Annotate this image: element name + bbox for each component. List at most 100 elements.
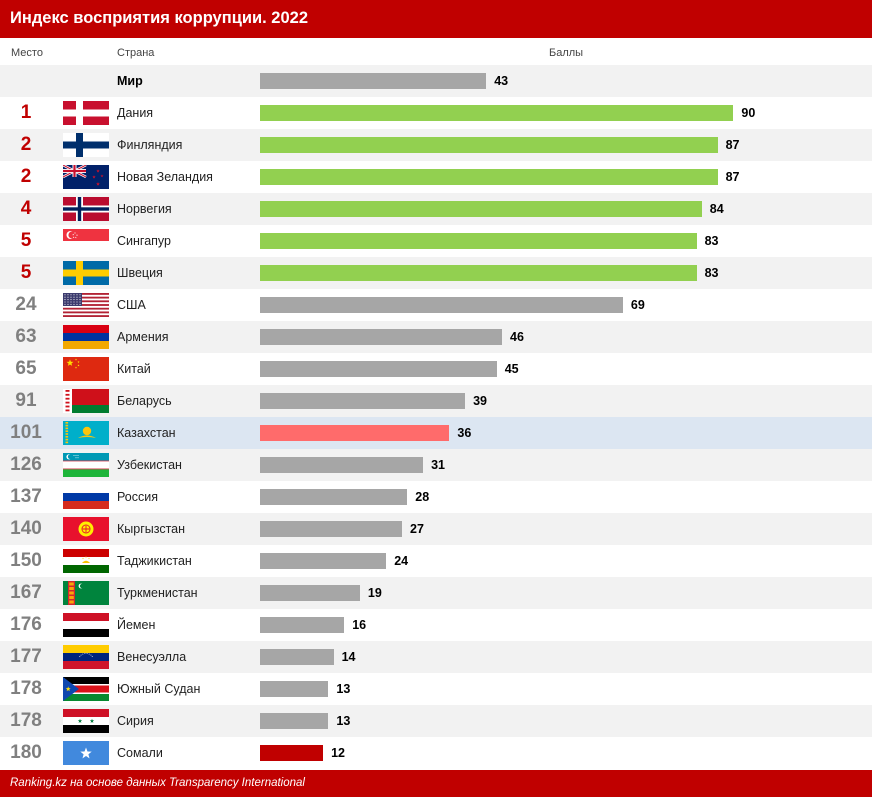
usa-flag [63, 293, 109, 317]
kazakhstan-flag [63, 421, 109, 445]
russia-flag [63, 485, 109, 509]
value-label: 69 [630, 298, 645, 312]
belarus-flag [63, 389, 109, 413]
bar [260, 553, 387, 569]
chart-row: 4 Норвегия 84 [0, 193, 872, 225]
bar [260, 489, 408, 505]
country-label: Финляндия [117, 138, 183, 152]
rank-label: 176 [10, 614, 42, 635]
column-header-country: Страна [117, 47, 155, 59]
rank-label: 178 [10, 710, 42, 731]
rank-label: 1 [20, 102, 32, 123]
bar [260, 297, 623, 313]
value-label: 36 [457, 426, 472, 440]
country-label: Кыргызстан [117, 522, 186, 536]
country-label: Россия [117, 490, 158, 504]
rank-label: 140 [10, 518, 42, 539]
singapore-flag [63, 229, 109, 253]
bar [260, 745, 324, 761]
country-label: Туркменистан [117, 586, 198, 600]
bar [260, 265, 697, 281]
rank-label: 150 [10, 550, 42, 571]
rank-label: 65 [15, 358, 37, 379]
value-label: 43 [494, 74, 509, 88]
value-label: 13 [336, 682, 351, 696]
bar [260, 521, 402, 537]
country-label: Норвегия [117, 202, 172, 216]
chart-row: 101 Казахстан 36 [0, 417, 872, 449]
bar [260, 105, 734, 121]
bar [260, 73, 487, 89]
chart-row: 2 Новая Зеландия 87 [0, 161, 872, 193]
country-label: Йемен [117, 618, 156, 632]
chart-row: 137 Россия 28 [0, 481, 872, 513]
chart-row: 2 Финляндия 87 [0, 129, 872, 161]
rank-label: 137 [10, 486, 42, 507]
yemen-flag [63, 613, 109, 637]
south-sudan-flag [63, 677, 109, 701]
chart-row: 63 Армения 46 [0, 321, 872, 353]
column-header-score: Баллы [549, 47, 584, 59]
country-label: Армения [117, 330, 169, 344]
country-label: Швеция [117, 266, 163, 280]
uzbekistan-flag [63, 453, 109, 477]
chart-row: 5 Сингапур 83 [0, 225, 872, 257]
value-label: 83 [704, 266, 719, 280]
country-label: Сирия [117, 714, 154, 728]
bar [260, 137, 718, 153]
bar [260, 329, 502, 345]
country-label: США [117, 298, 146, 312]
rank-label: 180 [10, 742, 42, 763]
chart-header: Индекс восприятия коррупции. 2022 [0, 0, 872, 38]
bar [260, 233, 697, 249]
turkmenistan-flag [63, 581, 109, 605]
country-label: Южный Судан [117, 682, 201, 696]
value-label: 19 [367, 586, 382, 600]
chart-row: 177 Венесуэлла 14 [0, 641, 872, 673]
bar [260, 201, 702, 217]
country-label: Сомали [117, 746, 163, 760]
rank-label: 24 [15, 294, 37, 315]
value-label: 14 [341, 650, 356, 664]
bar [260, 361, 497, 377]
value-label: 13 [336, 714, 351, 728]
source-note: Ranking.kz на основе данных Transparency… [10, 777, 305, 789]
rank-label: 2 [20, 134, 32, 155]
bar [260, 713, 329, 729]
kyrgyzstan-flag [63, 517, 109, 541]
chart-row: 180 Сомали 12 [0, 737, 872, 769]
country-label: Сингапур [117, 234, 171, 248]
value-label: 90 [741, 106, 756, 120]
column-header-rank: Место [11, 47, 43, 59]
tajikistan-flag [63, 549, 109, 573]
new-zealand-flag [63, 165, 109, 189]
chart-row: 178 Сирия 13 [0, 705, 872, 737]
value-label: 46 [510, 330, 524, 344]
country-label: Новая Зеландия [117, 170, 213, 184]
finland-flag [63, 133, 109, 157]
chart-row: 140 Кыргызстан 27 [0, 513, 872, 545]
value-label: 28 [415, 490, 430, 504]
rank-label: 101 [10, 422, 42, 443]
country-label: Узбекистан [117, 458, 182, 472]
rank-label: 63 [15, 326, 37, 347]
chart-row: 176 Йемен 16 [0, 609, 872, 641]
bar [260, 393, 466, 409]
value-label: 87 [725, 170, 740, 184]
chart-row: 91 Беларусь 39 [0, 385, 872, 417]
chart-row: 65 Китай 45 [0, 353, 872, 385]
bar [260, 425, 450, 441]
chart-row: 150 Таджикистан 24 [0, 545, 872, 577]
sweden-flag [63, 261, 109, 285]
rank-label: 5 [20, 262, 32, 283]
value-label: 83 [704, 234, 719, 248]
china-flag [63, 357, 109, 381]
chart-row: 1 Дания 90 [0, 97, 872, 129]
rank-label: 178 [10, 678, 42, 699]
venezuela-flag [63, 645, 109, 669]
value-label: 27 [410, 522, 424, 536]
rank-label: 2 [20, 166, 32, 187]
chart-row: 167 Туркменистан 19 [0, 577, 872, 609]
country-label: Казахстан [117, 426, 176, 440]
rank-label: 5 [20, 230, 32, 251]
